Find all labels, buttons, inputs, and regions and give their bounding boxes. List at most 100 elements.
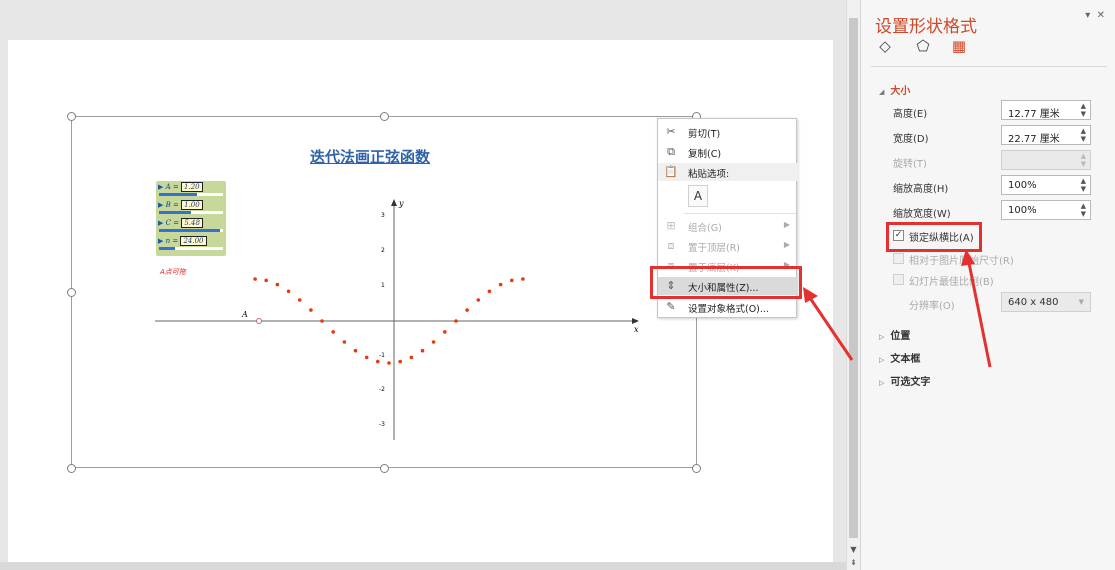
effects-icon[interactable]: ⬠ bbox=[916, 37, 930, 55]
copy-icon: ⧉ bbox=[667, 145, 675, 158]
size-position-icon: ⇕ bbox=[666, 279, 676, 292]
scroll-down-icon[interactable]: ▼ bbox=[850, 545, 857, 554]
point-a-label: A bbox=[241, 310, 248, 319]
slider-name: B bbox=[165, 201, 171, 209]
curve-point bbox=[387, 361, 391, 365]
section-textbox[interactable]: ▷ 文本框 bbox=[879, 354, 921, 365]
resolution-label: 分辨率(O) bbox=[909, 301, 955, 312]
chevron-down-icon[interactable]: ▾ bbox=[1085, 10, 1091, 21]
tab-divider bbox=[871, 66, 1107, 67]
vertical-scrollbar[interactable]: ▼ ⇟ bbox=[846, 0, 860, 570]
curve-point bbox=[364, 355, 369, 360]
slider-fill bbox=[159, 211, 191, 214]
fill-line-icon[interactable]: ◇ bbox=[879, 37, 891, 55]
section-alt-text[interactable]: ▷ 可选文字 bbox=[879, 377, 931, 388]
y-tick-label: -1 bbox=[379, 352, 385, 359]
slider-value: 5.48 bbox=[181, 218, 203, 228]
slider-value: 24.00 bbox=[180, 236, 207, 246]
y-tick-label: 1 bbox=[381, 282, 385, 289]
curve-point bbox=[275, 282, 280, 287]
resize-handle-bottom-right[interactable] bbox=[692, 464, 701, 473]
resize-handle-bottom-left[interactable] bbox=[67, 464, 76, 473]
close-icon[interactable]: ✕ bbox=[1096, 10, 1105, 21]
sine-graph: x y 3 2 1 -1 -2 -3 A bbox=[155, 199, 639, 440]
slider-track[interactable] bbox=[159, 229, 223, 232]
spinner-icon[interactable]: ▲ ▼ bbox=[1080, 202, 1086, 218]
curve-point bbox=[342, 340, 347, 344]
best-scale-checkbox[interactable] bbox=[893, 274, 904, 285]
slider-track[interactable] bbox=[159, 193, 223, 196]
resize-handle-top-left[interactable] bbox=[67, 112, 76, 121]
sine-points bbox=[253, 277, 525, 365]
size-properties-icon[interactable]: ▦ bbox=[951, 37, 967, 55]
submenu-arrow-icon: ▶ bbox=[783, 260, 790, 269]
resize-handle-top[interactable] bbox=[380, 112, 389, 121]
curve-point bbox=[331, 330, 336, 334]
send-back-icon: ⧇ bbox=[667, 259, 675, 272]
resize-handle-left[interactable] bbox=[67, 288, 76, 297]
paste-as-text-icon[interactable]: A bbox=[688, 185, 708, 207]
slider-track[interactable] bbox=[159, 247, 223, 250]
menu-item-format-shape[interactable]: ✎ 设置对象格式(O)... bbox=[658, 298, 798, 316]
menu-item-group[interactable]: ⊞ 组合(G) ▶ bbox=[658, 217, 798, 235]
curve-point bbox=[443, 330, 447, 334]
lock-aspect-label: 锁定纵横比(A) bbox=[909, 233, 974, 244]
menu-item-bring-front[interactable]: ⧈ 置于顶层(R) ▶ bbox=[658, 237, 798, 255]
slider-a[interactable]: ▶ A = 1.20 bbox=[158, 182, 224, 200]
lock-aspect-checkbox[interactable]: ✓ bbox=[893, 230, 904, 241]
slider-name: C bbox=[165, 219, 171, 227]
scroll-page-icon[interactable]: ⇟ bbox=[850, 558, 857, 567]
height-field[interactable]: 12.77 厘米 ▲ ▼ bbox=[1001, 100, 1091, 120]
curve-point bbox=[320, 319, 324, 323]
spinner-icon[interactable]: ▲ ▼ bbox=[1080, 177, 1086, 193]
width-label: 宽度(D) bbox=[893, 134, 929, 145]
curve-point bbox=[398, 359, 403, 364]
slider-b[interactable]: ▶ B = 1.00 bbox=[158, 200, 224, 218]
submenu-arrow-icon: ▶ bbox=[783, 220, 790, 229]
curve-point bbox=[510, 278, 514, 283]
curve-point bbox=[253, 277, 257, 281]
curve-point bbox=[487, 289, 492, 294]
best-scale-label: 幻灯片最佳比例(B) bbox=[909, 277, 994, 288]
bring-front-icon: ⧈ bbox=[667, 239, 675, 252]
spinner-icon[interactable]: ▲ ▼ bbox=[1080, 152, 1086, 168]
slider-track[interactable] bbox=[159, 211, 223, 214]
section-position[interactable]: ▷ 位置 bbox=[879, 331, 911, 342]
slider-n[interactable]: ▶ n = 24.00 bbox=[158, 236, 224, 254]
menu-item-cut[interactable]: ✂ 剪切(T) bbox=[658, 123, 798, 141]
horizontal-scrollbar[interactable] bbox=[0, 562, 846, 570]
spinner-icon[interactable]: ▲ ▼ bbox=[1080, 102, 1086, 118]
relative-original-label: 相对于图片原始尺寸(R) bbox=[909, 256, 1014, 267]
chevron-down-icon: ▼ bbox=[1078, 298, 1084, 306]
scale-width-label: 缩放宽度(W) bbox=[893, 209, 951, 220]
y-axis-arrow bbox=[391, 199, 397, 206]
drag-hint-text: A点可拖 bbox=[160, 268, 186, 276]
selected-picture[interactable] bbox=[71, 116, 697, 468]
resolution-dropdown[interactable]: 640 x 480 ▼ bbox=[1001, 292, 1091, 312]
height-label: 高度(E) bbox=[893, 109, 928, 120]
scale-height-field[interactable]: 100% ▲ ▼ bbox=[1001, 175, 1091, 195]
highlight-box-lock-aspect bbox=[886, 222, 982, 252]
geogebra-title: 迭代法画正弦函数 bbox=[310, 148, 431, 166]
rotation-field[interactable]: ▲ ▼ bbox=[1001, 150, 1091, 170]
curve-point bbox=[420, 348, 425, 353]
curve-point bbox=[521, 277, 525, 281]
curve-point bbox=[409, 355, 414, 360]
y-tick-label: -3 bbox=[379, 421, 385, 428]
relative-original-checkbox[interactable] bbox=[893, 253, 904, 264]
y-tick-label: 3 bbox=[381, 212, 385, 219]
section-size[interactable]: ◢ 大小 bbox=[879, 86, 911, 97]
scrollbar-thumb[interactable] bbox=[849, 18, 858, 538]
slider-c[interactable]: ▶ C = 5.48 bbox=[158, 218, 224, 236]
resize-handle-bottom[interactable] bbox=[380, 464, 389, 473]
menu-item-copy[interactable]: ⧉ 复制(C) bbox=[658, 143, 798, 161]
width-field[interactable]: 22.77 厘米 ▲ ▼ bbox=[1001, 125, 1091, 145]
y-axis-label: y bbox=[398, 199, 404, 208]
curve-point bbox=[297, 298, 302, 302]
scale-width-field[interactable]: 100% ▲ ▼ bbox=[1001, 200, 1091, 220]
spinner-icon[interactable]: ▲ ▼ bbox=[1080, 127, 1086, 143]
pane-controls: ▾ ✕ bbox=[1085, 10, 1105, 21]
menu-item-size-position[interactable]: ⇕ 大小和属性(Z)... bbox=[658, 277, 798, 295]
point-a[interactable] bbox=[256, 318, 262, 324]
curve-point bbox=[309, 308, 313, 312]
